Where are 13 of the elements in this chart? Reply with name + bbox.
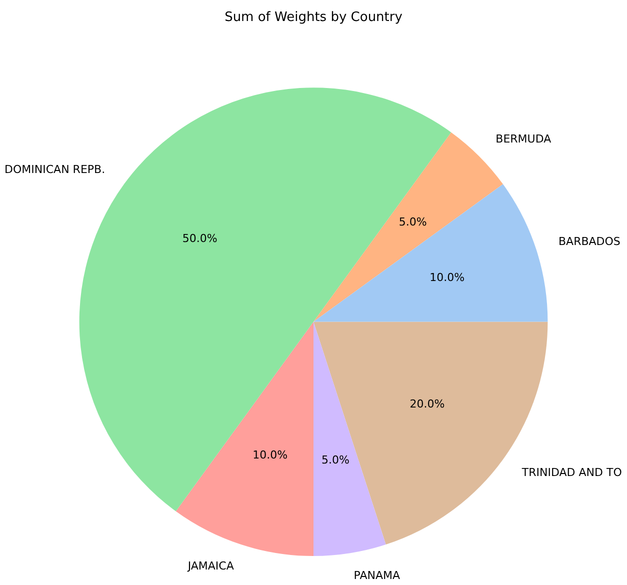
data-label: 10.0% (252, 448, 288, 462)
data-label: 5.0% (322, 453, 350, 466)
slice-label: DOMINICAN REPB. (4, 163, 106, 176)
data-label: 5.0% (398, 215, 427, 228)
slice-label: BERMUDA (496, 132, 552, 146)
slice-label: TRINIDAD AND TO (520, 466, 622, 480)
slice-label: JAMAICA (186, 560, 234, 573)
data-label: 10.0% (430, 271, 465, 284)
slice-label: PANAMA (354, 569, 400, 582)
data-label: 50.0% (182, 232, 218, 246)
chart-title: Sum of Weights by Country (224, 10, 403, 26)
data-label: 20.0% (410, 397, 445, 410)
slice-label: BARBADOS (558, 235, 620, 248)
